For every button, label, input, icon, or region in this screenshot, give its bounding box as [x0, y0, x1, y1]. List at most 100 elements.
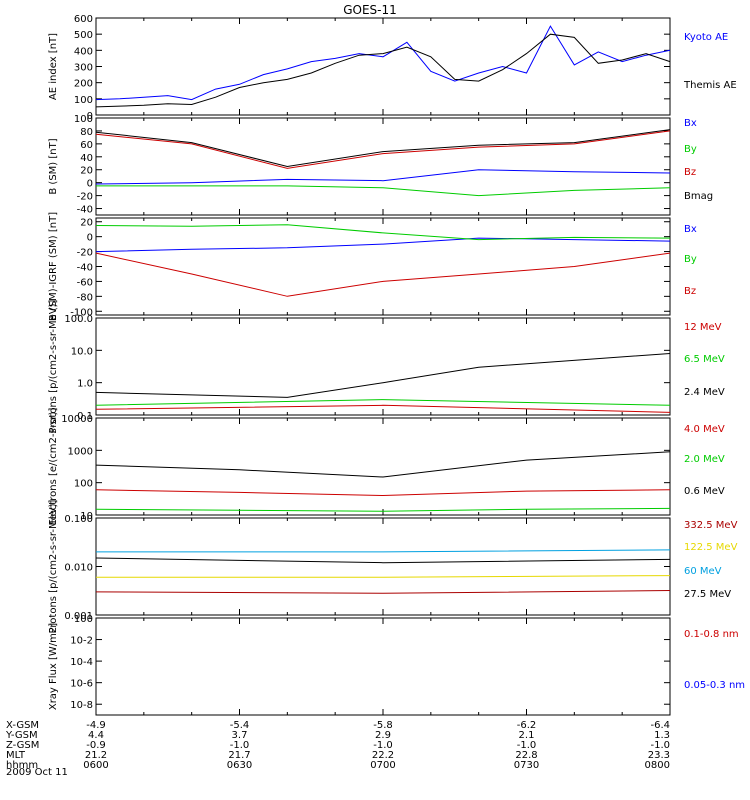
y-tick-label: 10: [80, 511, 93, 522]
panel-frame: [95, 17, 671, 116]
y-tick-label: -80: [77, 292, 93, 303]
footer-value: -1.0: [230, 740, 250, 751]
footer-row-label: X-GSM: [6, 720, 39, 731]
legend-entry: 0.1-0.8 nm: [684, 629, 739, 640]
legend-entry: By: [684, 144, 697, 155]
y-axis-label: Xray Flux [W/m2]: [48, 623, 59, 710]
y-axis-label: Protons [p/(cm2-s-sr-MeV)]: [48, 299, 59, 433]
y-tick-label: 0: [87, 179, 93, 190]
footer-value: 22.8: [515, 750, 537, 761]
series-line-4: [95, 557, 671, 564]
y-tick-label: 10-2: [70, 636, 93, 647]
y-tick-label: -40: [77, 263, 93, 274]
y-tick-label: -60: [77, 277, 93, 288]
footer-value: 22.2: [372, 750, 394, 761]
series-line-1: [95, 25, 671, 101]
footer-value: 1.3: [654, 730, 670, 741]
panel-7: 10-8 10-6 10-4 10-2 100 Xray Flux [W/m2] 0.1-0…: [48, 614, 745, 716]
footer-value: 0800: [645, 760, 670, 771]
y-tick-label: -20: [77, 192, 93, 203]
series-line-1: [95, 237, 671, 253]
series-line-1: [95, 590, 671, 594]
legend-entry: By: [684, 254, 697, 265]
series-line-2: [96, 575, 671, 578]
y-tick-label: 20: [80, 166, 93, 177]
y-tick-label: 20: [80, 218, 93, 229]
series-line-2: [96, 185, 671, 197]
footer-value: 23.3: [648, 750, 670, 761]
legend-entry: Bx: [684, 118, 697, 129]
y-tick-label: -100: [70, 307, 93, 318]
series-line-1: [95, 489, 671, 497]
series-line-2: [95, 224, 671, 241]
series-line-3: [95, 252, 671, 297]
footer-value: -1.0: [517, 740, 537, 751]
series-line-3: [96, 549, 671, 553]
footer-value: -0.9: [86, 740, 106, 751]
footer-value: -6.2: [517, 720, 537, 731]
y-tick-label: 0: [87, 111, 93, 122]
series-line-2: [95, 399, 671, 406]
panel-frame: [95, 417, 671, 516]
y-tick-label: 60: [80, 140, 93, 151]
y-axis-label: B (SM) [nT]: [48, 138, 59, 194]
panel-frame: [95, 617, 671, 716]
y-axis-label: Protons [p/(cm2-s-sr-MeV)]: [48, 499, 59, 633]
y-axis-label: B (SM)-IGRF (SM) [nT]: [48, 212, 59, 321]
panel-6: 0.001 0.010 0.100 Protons [p/(cm2-s-sr-MeV)…: [48, 499, 738, 633]
legend-entry: 122.5 MeV: [684, 542, 738, 553]
y-tick-label: 100: [74, 95, 93, 106]
y-tick-label: 0.010: [64, 563, 93, 574]
figure-title: GOES-11: [343, 3, 397, 17]
footer-value: -4.9: [86, 720, 106, 731]
y-tick-label: 10-6: [70, 679, 93, 690]
panel-frame: [95, 317, 671, 416]
legend-entry: Bz: [684, 286, 696, 297]
y-tick-label: 1000: [68, 446, 93, 457]
footer-row-label: Z-GSM: [6, 740, 39, 751]
footer-value: 21.7: [228, 750, 250, 761]
legend-entry: Bmag: [684, 191, 713, 202]
footer-value: -5.4: [230, 720, 250, 731]
footer-value: 0700: [370, 760, 395, 771]
footer-value: 2.9: [375, 730, 391, 741]
legend-entry: 27.5 MeV: [684, 589, 731, 600]
panel-frame: [95, 517, 671, 616]
y-tick-label: 100: [74, 614, 93, 625]
series-line-4: [95, 129, 671, 168]
panel-3: -100 -80 -60 -40 -20 0 20 B (SM)-IGRF (SM) [nT]…: [48, 212, 697, 321]
legend-entry: Kyoto AE: [684, 32, 728, 43]
legend-entry: Bz: [684, 167, 696, 178]
legend-entry: 6.5 MeV: [684, 354, 725, 365]
footer-value: 4.4: [88, 730, 104, 741]
series-line-2: [95, 33, 671, 108]
footer-value: 0630: [227, 760, 252, 771]
legend-entry: 60 MeV: [684, 566, 722, 577]
footer-row-label: Y-GSM: [5, 730, 38, 741]
y-tick-label: 200: [74, 79, 93, 90]
y-tick-label: -20: [77, 248, 93, 259]
series-line-1: [95, 404, 671, 413]
legend-entry: 2.0 MeV: [684, 454, 725, 465]
y-tick-label: 1.0: [77, 379, 93, 390]
footer-value: 21.2: [85, 750, 107, 761]
legend-entry: Bx: [684, 224, 697, 235]
y-tick-label: 0.100: [64, 514, 93, 525]
y-tick-label: -40: [77, 205, 93, 216]
footer-value: 3.7: [232, 730, 248, 741]
footer-value: -1.0: [650, 740, 670, 751]
legend-entry: 2.4 MeV: [684, 387, 725, 398]
y-tick-label: 40: [80, 153, 93, 164]
footer-row-label: hhmm: [6, 760, 38, 771]
y-tick-label: 10-8: [70, 700, 93, 711]
y-tick-label: 300: [74, 63, 93, 74]
legend-entry: 0.6 MeV: [684, 486, 725, 497]
y-tick-label: 400: [74, 46, 93, 57]
y-tick-label: 10.0: [71, 346, 93, 357]
y-tick-label: 10000: [61, 414, 93, 425]
legend-entry: 332.5 MeV: [684, 520, 738, 531]
panel-frame: [95, 117, 671, 216]
